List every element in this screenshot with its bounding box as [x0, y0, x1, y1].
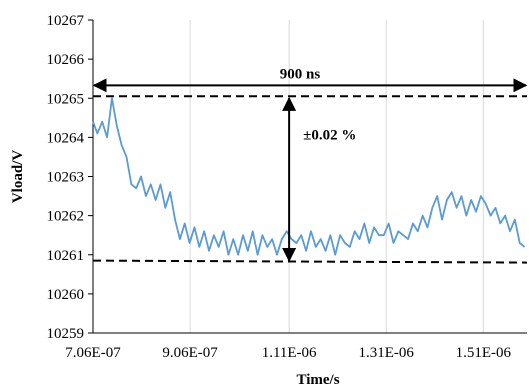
y-tick-label: 10266 — [47, 52, 85, 68]
x-tick-label: 7.06E-07 — [65, 345, 121, 361]
reference-line — [92, 259, 528, 264]
y-tick-label: 10259 — [47, 326, 85, 342]
duration-label: 900 ns — [280, 66, 321, 82]
x-tick-label: 9.06E-07 — [162, 345, 218, 361]
y-axis-label: Vload/V — [10, 150, 26, 204]
x-axis-label: Time/s — [296, 372, 339, 387]
y-tick-label: 10262 — [47, 209, 85, 225]
annotations: 900 ns ±0.02 % — [92, 66, 528, 263]
y-tick-label: 10260 — [47, 287, 85, 303]
series-line — [92, 97, 526, 256]
y-tick-label: 10265 — [47, 91, 85, 107]
y-tick-label: 10267 — [47, 13, 85, 29]
y-tick-labels: 10259 10260 10261 10262 10263 10264 10265 10266… — [47, 13, 93, 342]
y-tick-label: 10261 — [47, 248, 85, 264]
reference-lines — [92, 95, 528, 264]
grid-lines — [189, 20, 484, 333]
x-tick-label: 1.11E-06 — [262, 345, 317, 361]
y-tick-label: 10264 — [47, 130, 85, 146]
x-tick-label: 1.31E-06 — [359, 345, 415, 361]
y-tick-label: 10263 — [47, 170, 85, 186]
x-tick-label: 1.51E-06 — [456, 345, 512, 361]
x-tick-labels: 7.06E-07 9.06E-07 1.11E-06 1.31E-06 1.51E-06 — [65, 345, 511, 361]
tolerance-label: ±0.02 % — [303, 127, 356, 143]
